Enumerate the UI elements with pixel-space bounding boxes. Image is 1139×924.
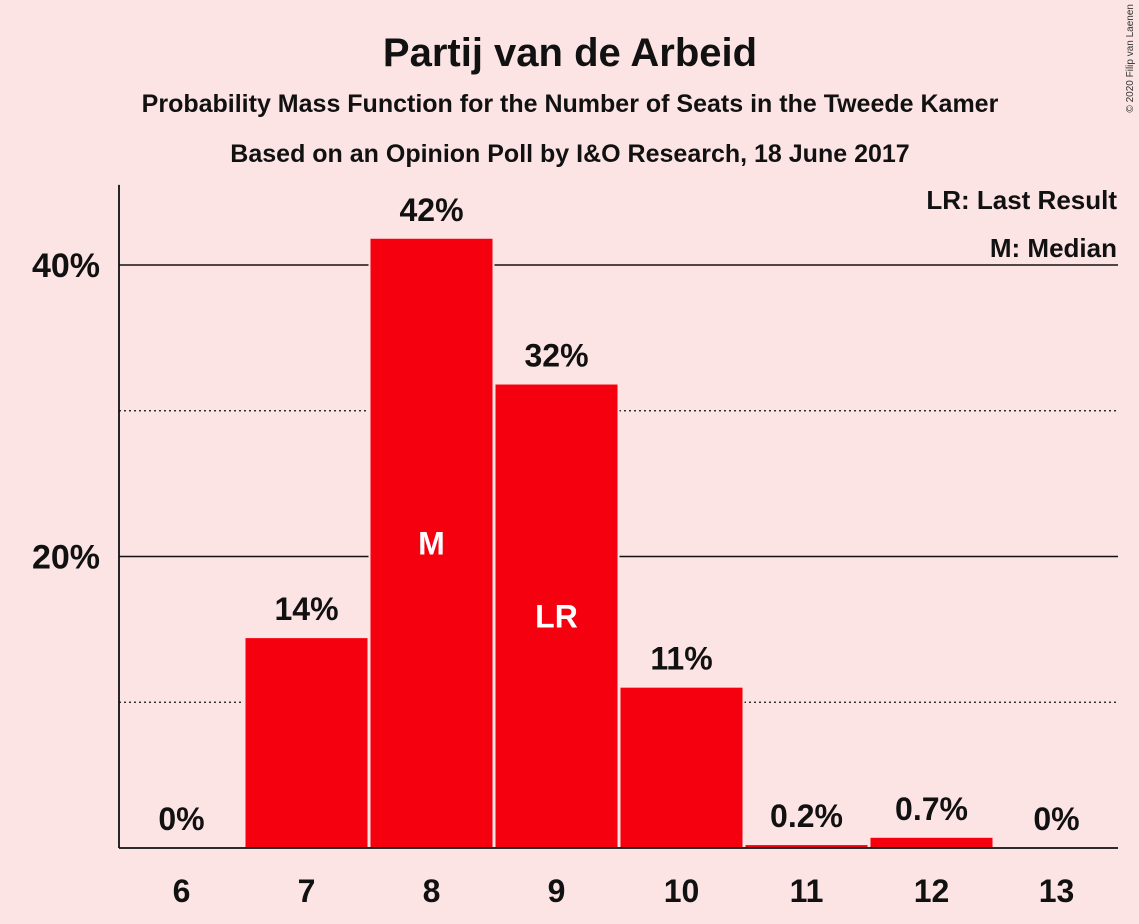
data-labels: 0% 14% 42% M 32% LR 11% 0.2% 0.7% 0%: [158, 192, 1079, 837]
x-tick-label: 12: [914, 873, 950, 909]
bars: [243, 236, 995, 848]
x-tick-label: 6: [173, 873, 191, 909]
value-label: 11%: [650, 641, 712, 677]
chart-subtitle: Probability Mass Function for the Number…: [142, 90, 999, 118]
bar-marker-label: LR: [535, 598, 578, 634]
bar-seats-10: [620, 687, 743, 848]
bar-marker-label: M: [418, 525, 445, 561]
value-label: 0%: [1033, 801, 1079, 837]
x-tick-label: 9: [548, 873, 566, 909]
y-tick-label: 40%: [32, 247, 100, 285]
bar-seats-7: [245, 638, 368, 848]
chart-source-subtitle: Based on an Opinion Poll by I&O Research…: [230, 140, 909, 168]
x-tick-label: 11: [790, 873, 824, 909]
value-label: 42%: [399, 192, 463, 228]
value-label: 0%: [158, 801, 204, 837]
axes: 20% 40% 6 7 8 9 10 11 12 13: [32, 184, 1118, 909]
bar-seats-12: [870, 837, 993, 848]
legend-entry: LR: Last Result: [926, 185, 1117, 215]
value-label: 0.7%: [895, 791, 968, 827]
bar-seats-8: [370, 238, 493, 848]
legend: LR: Last Result M: Median: [926, 185, 1117, 263]
legend-entry: M: Median: [990, 233, 1117, 263]
bar-seats-11: [745, 845, 868, 848]
x-tick-label: 13: [1039, 873, 1075, 909]
x-tick-label: 7: [298, 873, 316, 909]
chart-title: Partij van de Arbeid: [383, 31, 757, 75]
y-tick-label: 20%: [32, 539, 100, 577]
copyright-notice: © 2020 Filip van Laenen: [1125, 4, 1136, 113]
x-tick-label: 10: [664, 873, 700, 909]
value-label: 32%: [524, 338, 588, 374]
x-tick-label: 8: [423, 873, 441, 909]
value-label: 0.2%: [770, 798, 843, 834]
bar-seats-9: [495, 384, 618, 848]
value-label: 14%: [274, 591, 338, 627]
